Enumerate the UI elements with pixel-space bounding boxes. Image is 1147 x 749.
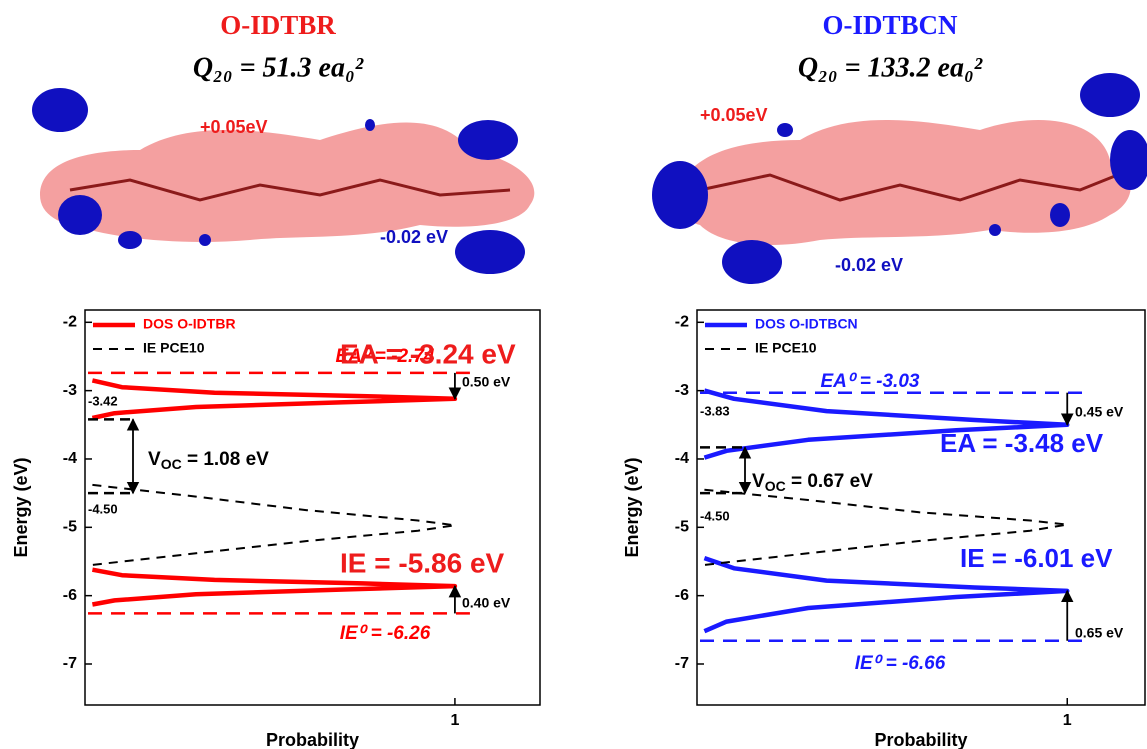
voc-label: VOC = 1.08 eV (148, 449, 269, 472)
voc-text: = 1.08 eV (182, 449, 269, 470)
y-tick-label: -2 (63, 314, 77, 331)
reference-label: IE⁰ = -6.66 (855, 653, 946, 674)
level-label: -4.50 (88, 501, 118, 516)
legend-label: DOS O-IDTBCN (755, 316, 858, 332)
y-tick-label: -2 (675, 314, 689, 331)
gap-label: 0.45 eV (1075, 404, 1124, 420)
plot-frame (84, 309, 541, 706)
y-tick-label: -4 (63, 450, 77, 467)
image-label: +0.05eV (200, 117, 268, 137)
reference-label: EA⁰ = -2.74 (336, 346, 435, 367)
chart-title: O-IDTBR (220, 10, 336, 40)
y-axis-label: Energy (eV) (11, 457, 31, 557)
voc-text: = 0.67 eV (786, 471, 873, 492)
energy-annotation: IE = -6.01 eV (960, 543, 1113, 573)
y-tick-label: -5 (675, 519, 689, 536)
y-tick-label: -3 (63, 382, 77, 399)
chart-subtitle: Q₂₀ = 133.2 ea₀² (798, 52, 983, 83)
image-label: -0.02 eV (835, 255, 903, 275)
level-label: -3.83 (700, 403, 730, 418)
energy-annotation: EA = -3.48 eV (940, 428, 1104, 458)
voc-symbol: V (752, 471, 765, 492)
x-tick-label: 1 (450, 712, 459, 729)
x-axis-label: Probability (266, 730, 359, 749)
voc-subscript: OC (161, 456, 182, 472)
chart-panel: O-IDTBCN Q₂₀ = 133.2 ea₀² +0.05eV -0.02 eV -… (622, 10, 1146, 749)
y-tick-label: -7 (675, 655, 689, 672)
level-label: -4.50 (700, 508, 730, 523)
plot-frame (696, 309, 1146, 706)
reference-label: IE⁰ = -6.26 (340, 623, 431, 644)
gap-label: 0.65 eV (1075, 625, 1124, 641)
energy-annotation: IE = -5.86 eV (340, 547, 505, 578)
image-label: -0.02 eV (380, 227, 448, 247)
gap-label: 0.50 eV (462, 374, 511, 390)
y-tick-label: -6 (63, 587, 77, 604)
image-label: +0.05eV (700, 105, 768, 125)
chart-panel: O-IDTBR Q₂₀ = 51.3 ea₀² +0.05eV -0.02 eV -2 -… (11, 10, 541, 749)
y-tick-label: -3 (675, 382, 689, 399)
gap-label: 0.40 eV (462, 595, 511, 611)
voc-subscript: OC (765, 478, 786, 494)
y-tick-label: -7 (63, 655, 77, 672)
x-axis-label: Probability (874, 730, 967, 749)
voc-label: VOC = 0.67 eV (752, 471, 873, 494)
dos-curve (703, 388, 1070, 634)
voc-symbol: V (148, 449, 161, 470)
chart-title: O-IDTBCN (822, 10, 958, 40)
molecule-right (652, 73, 1147, 284)
level-label: -3.42 (88, 393, 118, 408)
legend-label: IE PCE10 (143, 340, 205, 356)
legend-label: DOS O-IDTBR (143, 316, 236, 332)
reference-label: EA⁰ = -3.03 (821, 371, 920, 392)
molecule-left (32, 88, 535, 274)
chart-subtitle: Q₂₀ = 51.3 ea₀² (193, 52, 364, 83)
y-tick-label: -6 (675, 587, 689, 604)
energy-annotation: EA = -3.24 eV (340, 338, 516, 369)
y-tick-label: -4 (675, 450, 689, 467)
y-tick-label: -5 (63, 519, 77, 536)
y-axis-label: Energy (eV) (622, 457, 642, 557)
legend-label: IE PCE10 (755, 340, 817, 356)
x-tick-label: 1 (1063, 712, 1072, 729)
